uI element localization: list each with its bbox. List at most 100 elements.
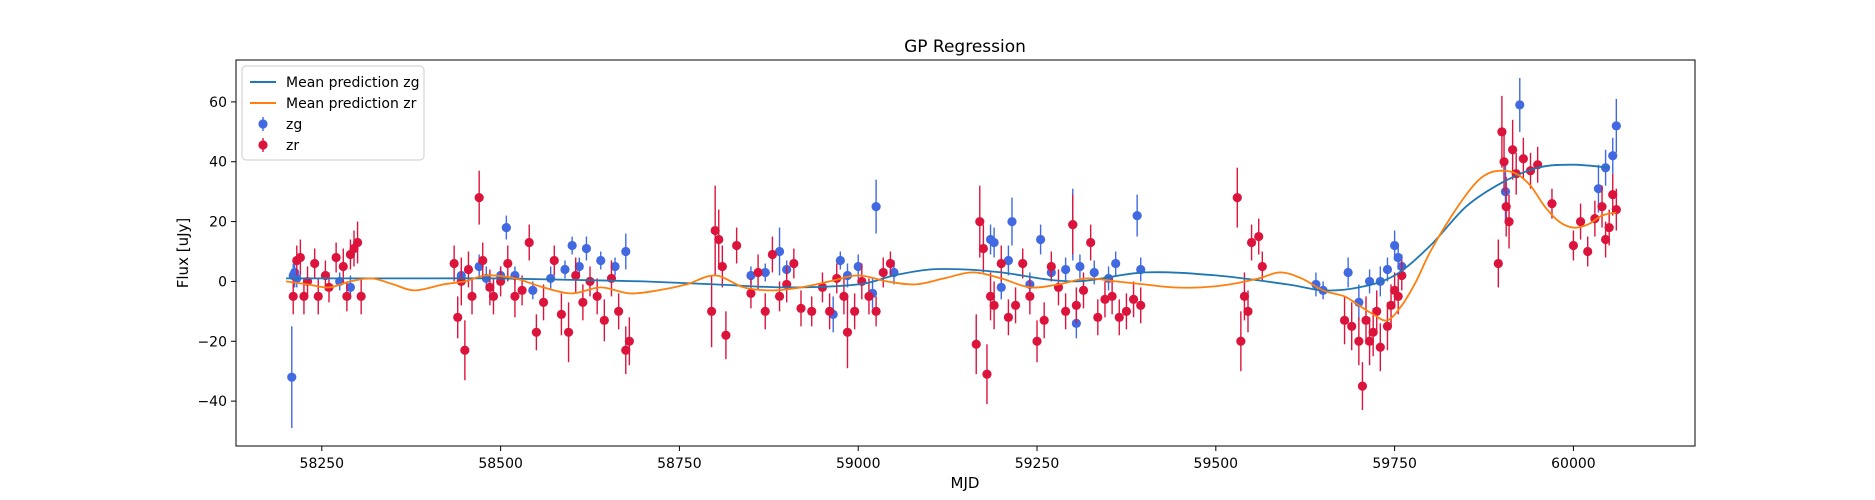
point-zr <box>1368 327 1378 337</box>
point-zr <box>1236 336 1246 346</box>
x-tick-label: 60000 <box>1551 456 1596 472</box>
point-zr <box>1121 306 1132 316</box>
point-zg <box>1500 187 1511 197</box>
point-zg <box>1515 100 1525 110</box>
point-zg <box>546 273 556 284</box>
point-zr <box>331 252 341 263</box>
point-zg <box>1382 264 1393 275</box>
point-zr <box>1061 306 1071 316</box>
point-zr <box>714 234 724 245</box>
series-zr-points <box>288 95 1621 411</box>
point-zr <box>599 315 609 325</box>
point-zr <box>295 252 305 263</box>
y-tick-label: 60 <box>209 95 227 111</box>
point-zr <box>1354 336 1364 346</box>
point-zg <box>528 285 538 296</box>
plot-area <box>285 77 1621 429</box>
point-zg <box>871 202 881 212</box>
point-zr <box>467 291 477 301</box>
point-zr <box>510 291 520 301</box>
legend-label: zr <box>286 138 299 154</box>
point-zr <box>313 291 323 301</box>
point-zr <box>710 225 720 236</box>
point-zr <box>1078 285 1089 296</box>
point-zr <box>1504 216 1514 227</box>
point-zg <box>596 255 606 266</box>
point-zg <box>1075 261 1085 272</box>
point-zr <box>524 237 534 248</box>
point-zr <box>531 327 541 337</box>
point-zr <box>1604 222 1614 233</box>
point-zr <box>1257 261 1267 272</box>
point-zr <box>717 261 727 272</box>
point-zg <box>760 267 770 278</box>
point-zr <box>878 267 888 278</box>
point-zr <box>707 306 717 316</box>
plot-frame <box>235 59 1696 447</box>
point-zr <box>1382 321 1393 331</box>
point-zg <box>287 372 297 382</box>
point-zr <box>842 327 853 337</box>
legend-label: Mean prediction zg <box>286 75 420 91</box>
point-zr <box>1608 190 1618 200</box>
point-zr <box>1597 202 1607 212</box>
legend-entry: Mean prediction zr <box>250 96 417 112</box>
point-zr <box>556 309 567 319</box>
point-zg <box>1035 234 1046 245</box>
point-zr <box>760 306 770 316</box>
point-zr <box>1107 291 1117 301</box>
point-zg <box>345 282 356 293</box>
point-zr <box>449 258 459 269</box>
x-tick-label: 59000 <box>836 456 881 472</box>
point-zr <box>288 291 298 301</box>
point-zr <box>1246 237 1257 248</box>
point-zr <box>1372 306 1382 316</box>
point-zr <box>839 291 849 301</box>
point-zr <box>1611 205 1621 215</box>
y-tick-label: 20 <box>209 215 227 231</box>
point-zg <box>746 270 756 281</box>
point-zr <box>503 258 513 269</box>
point-zg <box>1089 267 1099 278</box>
point-zr <box>746 288 756 298</box>
point-zr <box>1361 315 1371 325</box>
point-zr <box>732 240 742 251</box>
legend-label: zg <box>286 117 302 133</box>
point-zr <box>1018 258 1028 269</box>
point-zr <box>864 291 874 301</box>
legend-entry: zr <box>258 138 299 154</box>
y-tick-label: 40 <box>209 155 227 171</box>
point-zr <box>453 312 463 322</box>
point-zr <box>1497 127 1507 137</box>
point-zr <box>578 297 588 307</box>
point-zr <box>460 345 470 355</box>
point-zr <box>485 282 495 293</box>
point-zr <box>1493 258 1503 269</box>
point-zr <box>721 330 731 340</box>
point-zr <box>1243 306 1253 316</box>
point-zg <box>1311 279 1321 290</box>
x-tick-label: 58250 <box>300 456 345 472</box>
point-zr <box>1508 145 1518 155</box>
point-zr <box>825 306 835 316</box>
point-zg <box>853 261 863 272</box>
y-tick-label: 0 <box>218 274 227 290</box>
point-zr <box>592 291 602 301</box>
point-zr <box>571 270 581 281</box>
y-axis-label: Flux [uJy] <box>174 218 192 288</box>
point-zg <box>1061 264 1071 275</box>
point-zr <box>1393 291 1403 301</box>
point-zr <box>606 273 617 284</box>
point-zr <box>1128 294 1139 304</box>
point-zr <box>614 306 624 316</box>
point-zr <box>585 276 595 287</box>
point-zr <box>1100 294 1110 304</box>
point-zr <box>1357 381 1368 391</box>
point-zg <box>501 222 511 233</box>
point-zr <box>488 291 499 301</box>
legend-label: Mean prediction zr <box>286 96 417 112</box>
point-zr <box>474 193 484 203</box>
point-zg <box>621 246 631 257</box>
point-zr <box>971 339 981 349</box>
